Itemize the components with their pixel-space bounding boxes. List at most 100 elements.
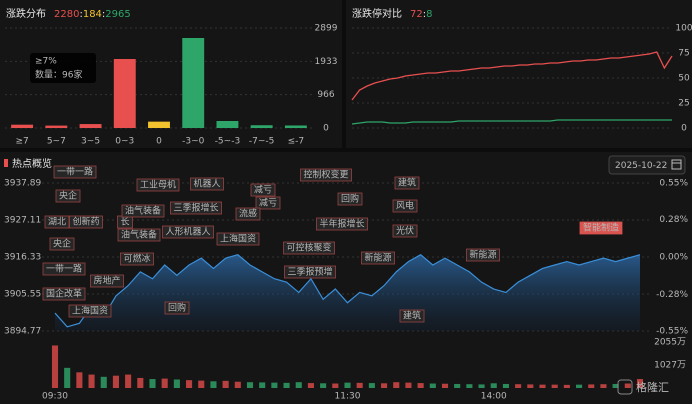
volume-bar xyxy=(210,381,217,388)
topic-label: 建筑 xyxy=(398,177,416,189)
volume-bar xyxy=(271,382,278,388)
topic-label: 新能源 xyxy=(364,252,391,264)
topic-label: 人形机器人 xyxy=(165,226,210,238)
volume-bar xyxy=(246,382,254,388)
summary-up: 2280 xyxy=(54,9,79,20)
x-tick-label: -7~-5 xyxy=(249,137,275,147)
y-tick-label: 0 xyxy=(323,124,329,134)
topic-tag xyxy=(190,177,224,191)
y-tick-label: 100 xyxy=(675,24,692,34)
y-tick-label: 3927.11 xyxy=(4,216,41,226)
summary-down: 8 xyxy=(426,9,432,20)
topic-tag xyxy=(68,304,112,318)
volume-bar xyxy=(112,375,119,388)
x-tick-label: -3~0 xyxy=(182,137,205,147)
volume-bar xyxy=(515,384,522,388)
volume-bar xyxy=(320,383,327,388)
topic-label: 央企 xyxy=(53,238,71,250)
date: 2025-10-22 xyxy=(615,161,667,171)
tooltip xyxy=(30,53,96,83)
volume-bar xyxy=(307,383,314,388)
panel xyxy=(346,0,692,148)
topic-tag xyxy=(284,265,336,279)
topic-label: 油气装备 xyxy=(121,229,157,241)
topic-tag xyxy=(53,165,97,179)
chart-title-line: 涨跌分布 2280:184:2965 xyxy=(6,7,131,20)
x-tick-label: 5~7 xyxy=(47,137,66,147)
series-line xyxy=(351,51,673,101)
summary-up: 72 xyxy=(410,9,423,20)
bar xyxy=(250,125,273,128)
date-picker[interactable] xyxy=(608,155,686,175)
separator: : xyxy=(79,9,82,20)
topic-label: 回购 xyxy=(168,302,186,314)
x-tick-label: 0 xyxy=(156,137,162,147)
x-tick-label: ≥7 xyxy=(15,137,28,147)
topic-tag xyxy=(44,215,70,229)
topic-tag xyxy=(121,204,165,218)
y-tick-label: 1933 xyxy=(315,57,338,67)
topic-label: 国企改革 xyxy=(46,288,82,300)
x-tick-label: 0~3 xyxy=(115,137,134,147)
summary-down: 2965 xyxy=(105,9,130,20)
volume-tick-label: 2055万 xyxy=(654,338,686,348)
volume-bar xyxy=(88,374,95,388)
y-tick-label: 75 xyxy=(678,49,689,59)
topic-label: 油气装备 xyxy=(125,205,161,217)
volume-bar xyxy=(576,384,583,388)
volume-bar xyxy=(186,380,193,388)
topic-tag xyxy=(250,183,276,197)
logo xyxy=(617,379,633,395)
bar xyxy=(45,125,68,128)
topic-label: 创新药 xyxy=(72,216,99,228)
topic-tag xyxy=(235,207,261,221)
topic-label: 央企 xyxy=(59,190,77,202)
volume-bar xyxy=(539,384,546,388)
volume-bar xyxy=(600,384,607,388)
volume-bar xyxy=(64,367,71,388)
y-tick-label: 0 xyxy=(681,124,687,134)
topic-label: 风电 xyxy=(396,200,414,212)
volume-bar xyxy=(612,383,619,388)
volume-bar xyxy=(173,379,180,388)
volume-bar xyxy=(381,383,388,388)
series-line xyxy=(351,119,672,125)
topic-tag xyxy=(399,309,425,323)
topic-label: 房地产 xyxy=(93,275,120,287)
chart-title: 涨跌分布 xyxy=(6,7,46,20)
topic-label: 工业母机 xyxy=(140,179,176,191)
bar xyxy=(284,125,307,128)
topic-tag xyxy=(392,199,418,213)
topic-label: 三季报预增 xyxy=(287,266,332,278)
volume-bar xyxy=(234,381,241,388)
topic-tag xyxy=(316,217,368,231)
topic-tag xyxy=(69,215,103,229)
topic-label: 控制权变更 xyxy=(303,169,348,181)
tooltip-title: ≥7% xyxy=(35,57,57,67)
y-tick-label: 3937.89 xyxy=(4,179,41,189)
topic-tag xyxy=(394,176,420,190)
volume-bar xyxy=(502,383,509,388)
topic-tag xyxy=(579,221,623,235)
topic-tag xyxy=(466,248,500,262)
y2-tick-label: 0.55% xyxy=(659,179,688,189)
volume-bar xyxy=(100,376,107,388)
volume-bar xyxy=(454,383,461,388)
topic-tag xyxy=(300,168,352,182)
volume-bar xyxy=(588,384,595,388)
topic-label: 三季报增长 xyxy=(173,202,218,214)
topic-label: 上海国资 xyxy=(220,233,256,245)
volume-bar xyxy=(222,380,229,388)
topic-tag xyxy=(136,178,180,192)
chart-title: 热点概览 xyxy=(12,157,52,170)
topic-tag xyxy=(42,262,86,276)
y2-tick-label: 0.28% xyxy=(659,215,688,225)
y-tick-label: 2899 xyxy=(315,24,338,34)
volume-bar xyxy=(332,383,339,388)
volume-bar xyxy=(478,384,485,388)
calendar-icon[interactable] xyxy=(671,159,682,170)
topic-tag xyxy=(162,225,214,239)
topic-label: 减亏 xyxy=(254,184,272,196)
topic-label: 光伏 xyxy=(396,225,414,237)
